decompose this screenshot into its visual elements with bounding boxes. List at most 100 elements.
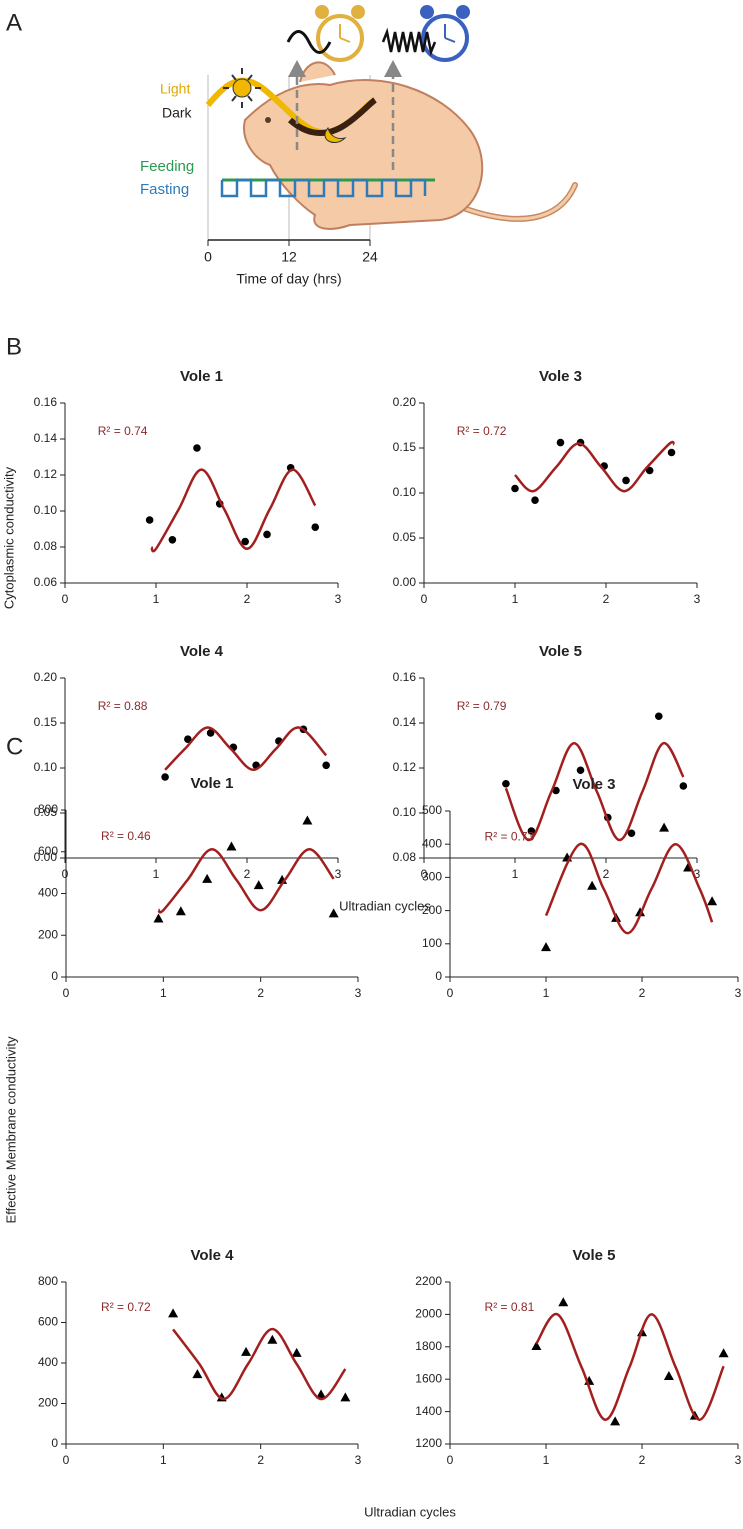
y-tick-label: 400 <box>38 1355 58 1369</box>
point <box>340 1392 351 1402</box>
point <box>202 873 213 883</box>
x-tick-label: 2 <box>639 1453 646 1467</box>
point <box>667 448 676 457</box>
chart-title: Vole 1 <box>180 368 223 385</box>
y-tick-label: 1200 <box>415 1436 442 1450</box>
annotation: R² = 0.74 <box>98 424 148 438</box>
y-axis-label: Effective Membrane conductivity <box>3 1036 18 1223</box>
fit-curve <box>544 842 714 935</box>
fit-curve <box>157 847 335 914</box>
point <box>153 913 164 923</box>
point <box>527 827 536 835</box>
point <box>511 484 519 493</box>
x-tick-label: 2 <box>603 592 610 606</box>
x-tick-label: 1 <box>153 867 160 881</box>
x-tick-label: 1 <box>160 1453 167 1467</box>
point <box>311 523 320 531</box>
y-tick-label: 400 <box>38 886 58 900</box>
point <box>193 444 201 452</box>
x-tick-label: 3 <box>335 592 342 606</box>
x-tick-label: 1 <box>543 1453 550 1467</box>
x-tick-label: 1 <box>153 592 160 606</box>
fit-curve <box>514 440 676 493</box>
x-tick-label: 3 <box>355 1453 362 1467</box>
y-tick-label: 2200 <box>415 1274 442 1288</box>
sun <box>232 78 252 98</box>
y-tick-label: 300 <box>422 870 442 884</box>
x-tick-label: 3 <box>694 867 701 881</box>
x-axis-label: Ultradian cycles <box>339 898 431 913</box>
y-tick-label: 0.08 <box>34 539 58 553</box>
x-tick-label: 3 <box>694 592 701 606</box>
point <box>267 1334 278 1344</box>
point <box>654 712 663 721</box>
x-tick-label: 2 <box>257 986 264 1000</box>
y-tick-label: 1600 <box>415 1371 442 1385</box>
point <box>541 942 551 952</box>
point <box>263 530 271 539</box>
chart-title: Vole 5 <box>572 1247 615 1264</box>
point <box>253 880 264 890</box>
y-tick-label: 600 <box>38 1315 58 1329</box>
chart-title: Vole 3 <box>572 776 615 793</box>
chart: Vole 5 R² = 0.81 1200 1400 1600 1800 2000 2200 0… <box>415 1247 741 1467</box>
y-tick-label: 0.12 <box>393 760 417 774</box>
x-axis-label: Ultradian cycles <box>364 1504 456 1519</box>
point <box>145 516 154 524</box>
x-tick-label: 1 <box>543 986 550 1000</box>
fit-curve <box>504 741 685 842</box>
x-tick-label: 0 <box>447 986 454 1000</box>
point <box>635 907 646 917</box>
point <box>192 1369 203 1379</box>
point <box>659 822 670 832</box>
x-tick-label: 0 <box>421 867 428 881</box>
y-tick-label: 0.10 <box>34 760 58 774</box>
chart: Vole 5 R² = 0.79 0.08 0.10 0.12 0.14 0.16 0 1 2 3 <box>393 643 701 881</box>
y-tick-label: 0.05 <box>34 805 58 819</box>
y-tick-label: 400 <box>422 836 442 850</box>
annotation: R² = 0.81 <box>485 1300 535 1314</box>
squiggle <box>286 30 332 54</box>
y-tick-label: 0.15 <box>34 715 58 729</box>
mouse-body <box>243 79 484 230</box>
fit-curve <box>150 468 317 553</box>
point <box>627 829 636 838</box>
time-tick-label: 24 <box>362 249 378 265</box>
y-tick-label: 100 <box>422 936 442 950</box>
sun-rays <box>223 68 261 108</box>
fit-curve <box>535 1313 725 1421</box>
light-label: Light <box>160 81 190 97</box>
point <box>679 782 688 790</box>
point <box>718 1348 729 1358</box>
x-tick-label: 0 <box>421 592 428 606</box>
x-tick-label: 3 <box>355 986 362 1000</box>
feeding-label: Feeding <box>140 158 194 175</box>
x-tick-label: 2 <box>639 986 646 1000</box>
y-tick-label: 0.00 <box>393 575 417 589</box>
clock <box>420 5 470 62</box>
fasting-label: Fasting <box>140 181 189 198</box>
x-tick-label: 0 <box>63 986 70 1000</box>
y-tick-label: 0.10 <box>393 485 417 499</box>
mouse-tail <box>453 183 577 221</box>
arrow-head <box>288 60 306 77</box>
x-tick-label: 2 <box>244 867 251 881</box>
chart: Vole 4 R² = 0.72 0 200 400 600 800 0 1 2 3 <box>38 1247 362 1467</box>
point <box>241 537 249 546</box>
fit-curve <box>172 1327 347 1401</box>
x-tick-label: 0 <box>62 867 69 881</box>
x-tick-label: 0 <box>63 1453 70 1467</box>
y-tick-label: 0.16 <box>34 395 58 409</box>
point <box>502 779 510 788</box>
squiggle <box>381 27 437 57</box>
y-tick-label: 0.08 <box>393 850 417 864</box>
point <box>206 729 215 737</box>
point <box>645 466 654 475</box>
chart: Vole 1 R² = 0.74 0.06 0.08 0.10 0.12 0.14 0.16 0… <box>34 368 342 606</box>
y-tick-label: 600 <box>38 844 58 858</box>
y-tick-label: 1400 <box>415 1404 442 1418</box>
annotation: R² = 0.79 <box>457 699 507 713</box>
y-tick-label: 0.16 <box>393 670 417 684</box>
y-tick-label: 0.10 <box>393 805 417 819</box>
